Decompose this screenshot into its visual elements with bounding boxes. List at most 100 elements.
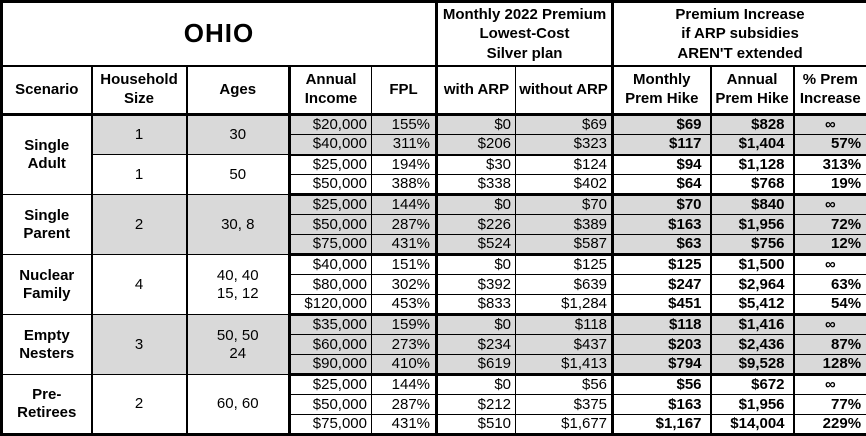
annual-hike-cell: $672 [711, 375, 794, 395]
with-arp-cell: $833 [437, 295, 516, 315]
pct-increase-cell: 313% [794, 155, 866, 175]
col-header-without-arp: without ARP [516, 66, 613, 115]
without-arp-cell: $1,413 [516, 355, 613, 375]
fpl-cell: 144% [372, 375, 437, 395]
monthly-hike-cell: $63 [613, 235, 711, 255]
col-header-with-arp: with ARP [437, 66, 516, 115]
income-cell: $90,000 [290, 355, 372, 375]
annual-hike-cell: $14,004 [711, 415, 794, 435]
fpl-cell: 194% [372, 155, 437, 175]
pct-increase-cell: 72% [794, 215, 866, 235]
household-size-cell: 4 [92, 255, 187, 315]
col-header-pct-increase: % Prem Increase [794, 66, 866, 115]
fpl-cell: 431% [372, 235, 437, 255]
without-arp-cell: $1,677 [516, 415, 613, 435]
pct-increase-cell: 54% [794, 295, 866, 315]
scenario-cell: Empty Nesters [2, 315, 92, 375]
income-cell: $25,000 [290, 375, 372, 395]
pct-increase-cell: ∞ [794, 255, 866, 275]
with-arp-cell: $0 [437, 115, 516, 135]
without-arp-cell: $389 [516, 215, 613, 235]
with-arp-cell: $0 [437, 315, 516, 335]
monthly-hike-cell: $56 [613, 375, 711, 395]
income-cell: $25,000 [290, 155, 372, 175]
annual-hike-cell: $840 [711, 195, 794, 215]
ages-cell: 40, 40 15, 12 [187, 255, 290, 315]
increase-group-header: Premium Increase if ARP subsidies AREN'T… [613, 2, 866, 67]
pct-increase-cell: 12% [794, 235, 866, 255]
with-arp-cell: $619 [437, 355, 516, 375]
with-arp-cell: $0 [437, 195, 516, 215]
col-header-annual-income: Annual Income [290, 66, 372, 115]
without-arp-cell: $639 [516, 275, 613, 295]
monthly-hike-cell: $247 [613, 275, 711, 295]
pct-increase-cell: 87% [794, 335, 866, 355]
without-arp-cell: $124 [516, 155, 613, 175]
fpl-cell: 388% [372, 175, 437, 195]
with-arp-cell: $226 [437, 215, 516, 235]
ages-cell: 30, 8 [187, 195, 290, 255]
col-header-annual-hike: Annual Prem Hike [711, 66, 794, 115]
premium-group-header: Monthly 2022 Premium Lowest-Cost Silver … [437, 2, 613, 67]
monthly-hike-cell: $163 [613, 395, 711, 415]
fpl-cell: 144% [372, 195, 437, 215]
fpl-cell: 302% [372, 275, 437, 295]
income-cell: $20,000 [290, 115, 372, 135]
income-cell: $80,000 [290, 275, 372, 295]
fpl-cell: 287% [372, 395, 437, 415]
pct-increase-cell: ∞ [794, 115, 866, 135]
monthly-hike-cell: $70 [613, 195, 711, 215]
without-arp-cell: $437 [516, 335, 613, 355]
col-header-monthly-hike: Monthly Prem Hike [613, 66, 711, 115]
fpl-cell: 453% [372, 295, 437, 315]
annual-hike-cell: $1,128 [711, 155, 794, 175]
pct-increase-cell: ∞ [794, 375, 866, 395]
annual-hike-cell: $828 [711, 115, 794, 135]
col-header-ages: Ages [187, 66, 290, 115]
with-arp-cell: $510 [437, 415, 516, 435]
income-cell: $40,000 [290, 255, 372, 275]
pct-increase-cell: ∞ [794, 195, 866, 215]
fpl-cell: 311% [372, 135, 437, 155]
table-row: Single Adult 1 30 $20,000 155% $0 $69 $6… [2, 115, 866, 135]
table-row: Nuclear Family 4 40, 40 15, 12 $40,000 1… [2, 255, 866, 275]
income-cell: $75,000 [290, 235, 372, 255]
income-cell: $120,000 [290, 295, 372, 315]
fpl-cell: 410% [372, 355, 437, 375]
fpl-cell: 287% [372, 215, 437, 235]
annual-hike-cell: $1,956 [711, 215, 794, 235]
without-arp-cell: $69 [516, 115, 613, 135]
monthly-hike-cell: $794 [613, 355, 711, 375]
table-row: 1 50 $25,000 194% $30 $124 $94 $1,128 31… [2, 155, 866, 175]
without-arp-cell: $70 [516, 195, 613, 215]
monthly-hike-cell: $1,167 [613, 415, 711, 435]
monthly-hike-cell: $69 [613, 115, 711, 135]
ages-cell: 60, 60 [187, 375, 290, 435]
pct-increase-cell: 57% [794, 135, 866, 155]
monthly-hike-cell: $451 [613, 295, 711, 315]
ages-cell: 50 [187, 155, 290, 195]
pct-increase-cell: 77% [794, 395, 866, 415]
annual-hike-cell: $1,956 [711, 395, 794, 415]
income-cell: $35,000 [290, 315, 372, 335]
income-cell: $40,000 [290, 135, 372, 155]
table-row: Single Parent 2 30, 8 $25,000 144% $0 $7… [2, 195, 866, 215]
household-size-cell: 3 [92, 315, 187, 375]
annual-hike-cell: $1,404 [711, 135, 794, 155]
monthly-hike-cell: $203 [613, 335, 711, 355]
table-row: OHIO Monthly 2022 Premium Lowest-Cost Si… [2, 2, 866, 67]
table-row: Scenario Household Size Ages Annual Inco… [2, 66, 866, 115]
scenario-cell: Single Adult [2, 115, 92, 195]
table-row: Pre- Retirees 2 60, 60 $25,000 144% $0 $… [2, 375, 866, 395]
col-header-fpl: FPL [372, 66, 437, 115]
col-header-household-size: Household Size [92, 66, 187, 115]
income-cell: $25,000 [290, 195, 372, 215]
income-cell: $60,000 [290, 335, 372, 355]
household-size-cell: 1 [92, 115, 187, 155]
without-arp-cell: $323 [516, 135, 613, 155]
fpl-cell: 159% [372, 315, 437, 335]
annual-hike-cell: $768 [711, 175, 794, 195]
with-arp-cell: $206 [437, 135, 516, 155]
annual-hike-cell: $1,416 [711, 315, 794, 335]
